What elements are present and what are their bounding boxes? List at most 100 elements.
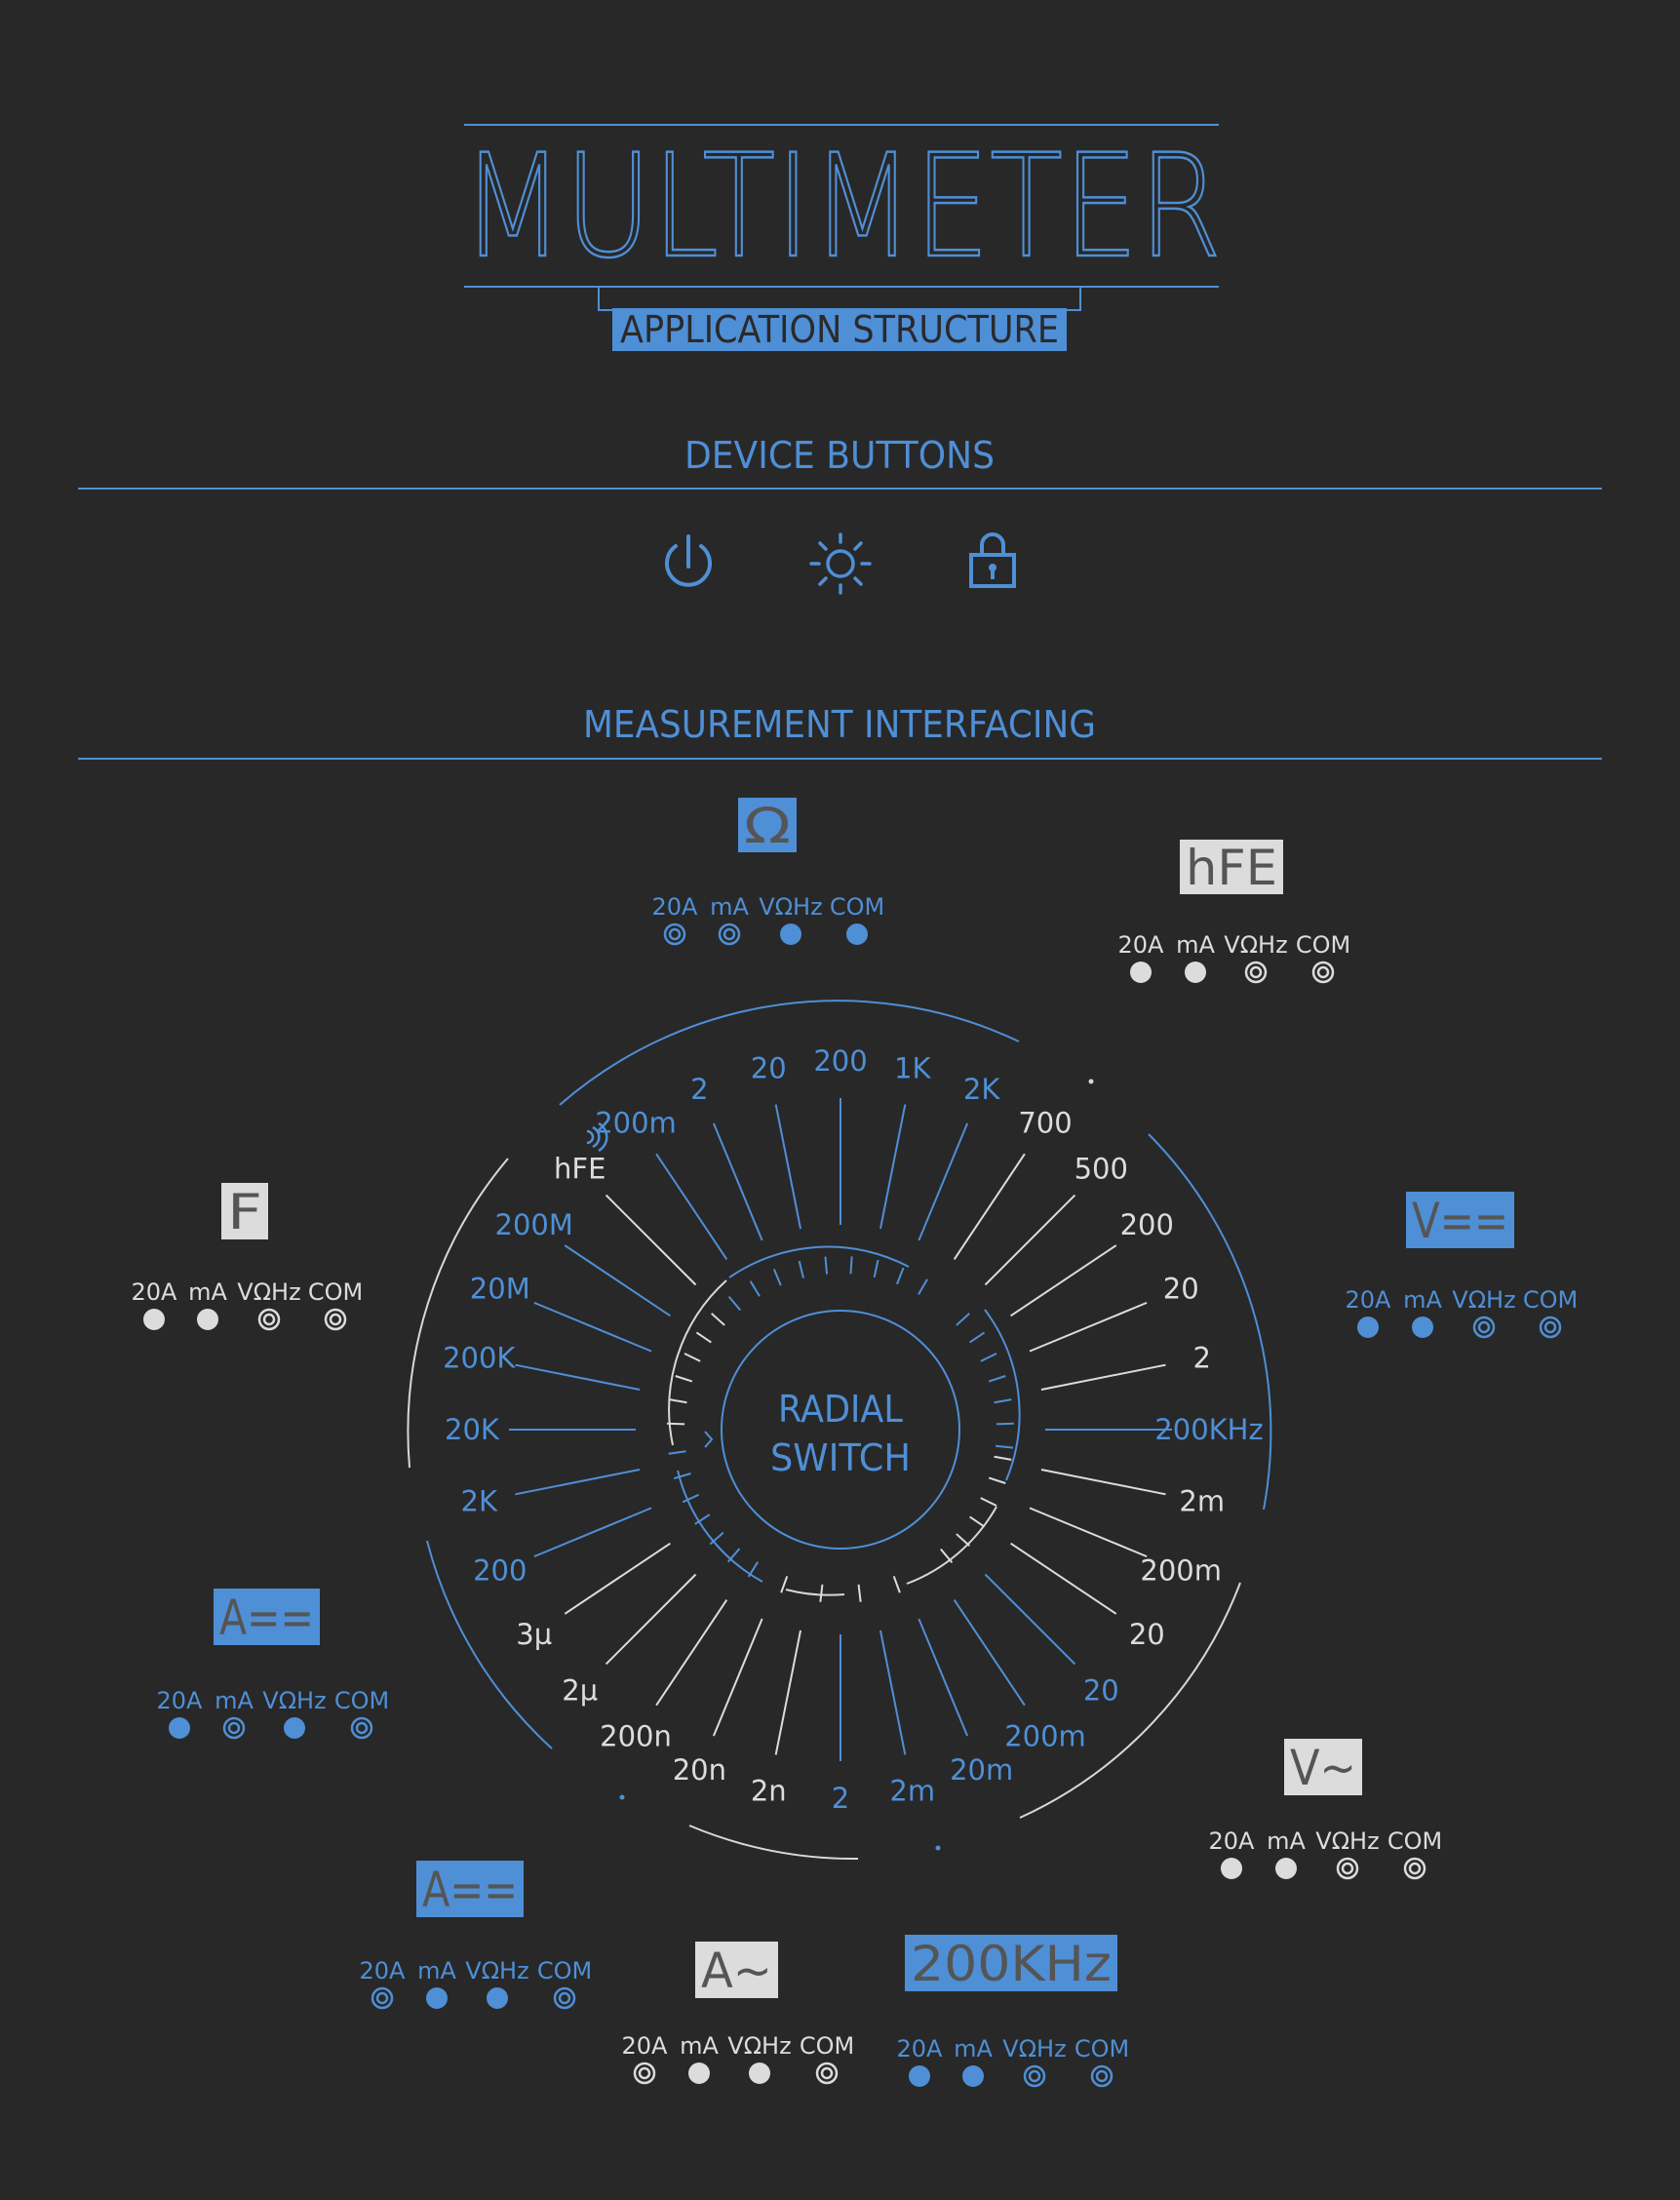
mode-adc-left[interactable]: A== 20A mA VΩHz COM	[157, 1589, 390, 1740]
jack-ring	[350, 1716, 373, 1740]
switch-position-label[interactable]: 200m	[1140, 1554, 1222, 1588]
jack-ring	[1244, 961, 1268, 984]
jack-ring	[257, 1308, 281, 1331]
brightness-icon[interactable]	[809, 532, 872, 595]
jack-label: VΩHz	[759, 893, 822, 921]
switch-spoke	[1029, 1507, 1148, 1558]
switch-tick	[873, 1260, 879, 1278]
jack-ring	[371, 1986, 394, 2010]
jack-ring	[815, 2062, 839, 2085]
switch-position-label[interactable]: 500	[1074, 1153, 1128, 1186]
jack-ring	[1336, 1857, 1359, 1880]
switch-inner-ring	[668, 1245, 1021, 1596]
switch-position-label[interactable]: 2K	[963, 1073, 1000, 1106]
switch-position-label[interactable]: 2m	[1179, 1485, 1225, 1518]
mode-button[interactable]	[1180, 840, 1283, 894]
jack-dot	[169, 1717, 190, 1739]
jack-label: 20A	[897, 2035, 944, 2062]
switch-position-label[interactable]: 200M	[495, 1208, 573, 1241]
switch-position-label[interactable]: 20n	[673, 1753, 726, 1787]
switch-position-label[interactable]: 2K	[461, 1485, 498, 1518]
switch-position-label[interactable]: 1K	[894, 1051, 931, 1084]
switch-tick	[969, 1331, 986, 1344]
mode-vac[interactable]: V~ 20A mA VΩHz COM	[1209, 1739, 1443, 1880]
mode-vdc[interactable]: V== 20A mA VΩHz COM	[1346, 1192, 1579, 1339]
switch-position-label[interactable]: 2µ	[562, 1673, 598, 1707]
switch-tick	[996, 1444, 1014, 1449]
switch-position-label[interactable]: 200n	[600, 1719, 672, 1752]
switch-spoke	[1040, 1468, 1166, 1496]
mode-button[interactable]	[905, 1935, 1117, 1991]
jack-label: mA	[680, 2032, 719, 2060]
switch-spoke	[1010, 1542, 1117, 1615]
switch-ticks	[667, 1256, 1014, 1602]
switch-tick	[849, 1256, 853, 1275]
switch-tick	[747, 1561, 760, 1578]
jack-label: 20A	[157, 1687, 204, 1714]
switch-spoke	[605, 1573, 697, 1666]
switch-spoke	[655, 1599, 728, 1707]
switch-spoke	[879, 1630, 907, 1755]
switch-position-label[interactable]: hFE	[554, 1153, 606, 1186]
mode-hfe[interactable]: hFE 20A mA VΩHz COM	[1118, 840, 1351, 984]
jack-dot	[143, 1309, 165, 1330]
mode-button[interactable]	[695, 1942, 778, 1998]
mode-farad[interactable]: F 20A mA VΩHz COM	[132, 1183, 364, 1331]
switch-spoke	[879, 1104, 907, 1230]
mode-aac[interactable]: A~ 20A mA VΩHz COM	[622, 1942, 855, 2085]
mode-button[interactable]	[221, 1183, 268, 1239]
radial-switch[interactable]: 200 2K 20K 200K 20M 200M hFE 200m 2 20 200 1K 2K 7005…	[407, 1000, 1272, 1861]
switch-position-label[interactable]: 3µ	[516, 1618, 552, 1651]
switch-knob[interactable]	[721, 1310, 960, 1550]
mode-button[interactable]	[214, 1589, 320, 1645]
mode-button[interactable]	[1284, 1739, 1362, 1795]
switch-position-label[interactable]: 200	[473, 1554, 527, 1588]
switch-position-label[interactable]: 2n	[751, 1775, 787, 1808]
switch-tick	[988, 1476, 1006, 1484]
mode-ohm[interactable]: Ω 20A mA VΩHz COM	[652, 798, 885, 946]
switch-position-label[interactable]: 2	[1193, 1341, 1211, 1374]
switch-tick	[940, 1548, 954, 1563]
switch-position-label[interactable]: 200m	[595, 1107, 677, 1140]
switch-spokes: 200 2K 20K 200K 20M 200M hFE 200m 2 20 200 1K 2K 7005…	[443, 1044, 1264, 1815]
power-icon[interactable]	[665, 534, 712, 587]
switch-position-label[interactable]: 200m	[1004, 1719, 1086, 1752]
switch-position-label[interactable]: 20	[1129, 1618, 1165, 1651]
switch-position-label[interactable]: 20	[1083, 1673, 1119, 1707]
jack-label: COM	[800, 2032, 854, 2060]
jack-label: COM	[1296, 931, 1350, 959]
switch-position-label[interactable]: 20	[1163, 1272, 1199, 1305]
jack-ring	[1403, 1857, 1426, 1880]
mode-button[interactable]	[1406, 1192, 1514, 1248]
switch-position-label[interactable]: 20K	[445, 1413, 500, 1446]
switch-position-label[interactable]: 200K	[443, 1341, 516, 1374]
switch-position-label[interactable]: 200	[813, 1044, 867, 1078]
jack-label: COM	[537, 1957, 592, 1984]
switch-position-label[interactable]: 2m	[889, 1775, 935, 1808]
jack-label: 20A	[652, 893, 699, 921]
switch-position-label[interactable]: 20m	[950, 1753, 1013, 1787]
mode-button[interactable]	[416, 1861, 524, 1917]
switch-tick	[798, 1260, 804, 1278]
switch-position-label[interactable]: 2	[690, 1073, 708, 1106]
jack-ring	[1090, 2064, 1113, 2088]
switch-position-label[interactable]: 20M	[470, 1272, 530, 1305]
mode-button[interactable]	[738, 798, 797, 852]
jack-label: 20A	[1209, 1827, 1256, 1855]
switch-position-label[interactable]: 700	[1018, 1107, 1072, 1140]
jack-label: VΩHz	[1002, 2035, 1066, 2062]
switch-position-label[interactable]: 200KHz	[1154, 1413, 1263, 1446]
mode-adc-bottom[interactable]: A== 20A mA VΩHz COM	[360, 1861, 593, 2010]
continuity-icon[interactable]	[586, 1121, 608, 1153]
switch-position-label[interactable]: 20	[751, 1051, 787, 1084]
switch-position-label[interactable]: 200	[1120, 1208, 1174, 1241]
jack-dot	[284, 1717, 305, 1739]
switch-tick	[996, 1422, 1014, 1426]
switch-spoke	[564, 1542, 671, 1615]
mode-freq[interactable]: 200KHz 20A mA VΩHz COM	[897, 1935, 1130, 2088]
jack-ring	[324, 1308, 347, 1331]
jack-label: VΩHz	[1452, 1286, 1515, 1314]
lock-icon[interactable]	[969, 532, 1016, 588]
switch-position-label[interactable]: 2	[832, 1782, 849, 1815]
section-title-measurement: MEASUREMENT INTERFACING	[583, 703, 1096, 746]
